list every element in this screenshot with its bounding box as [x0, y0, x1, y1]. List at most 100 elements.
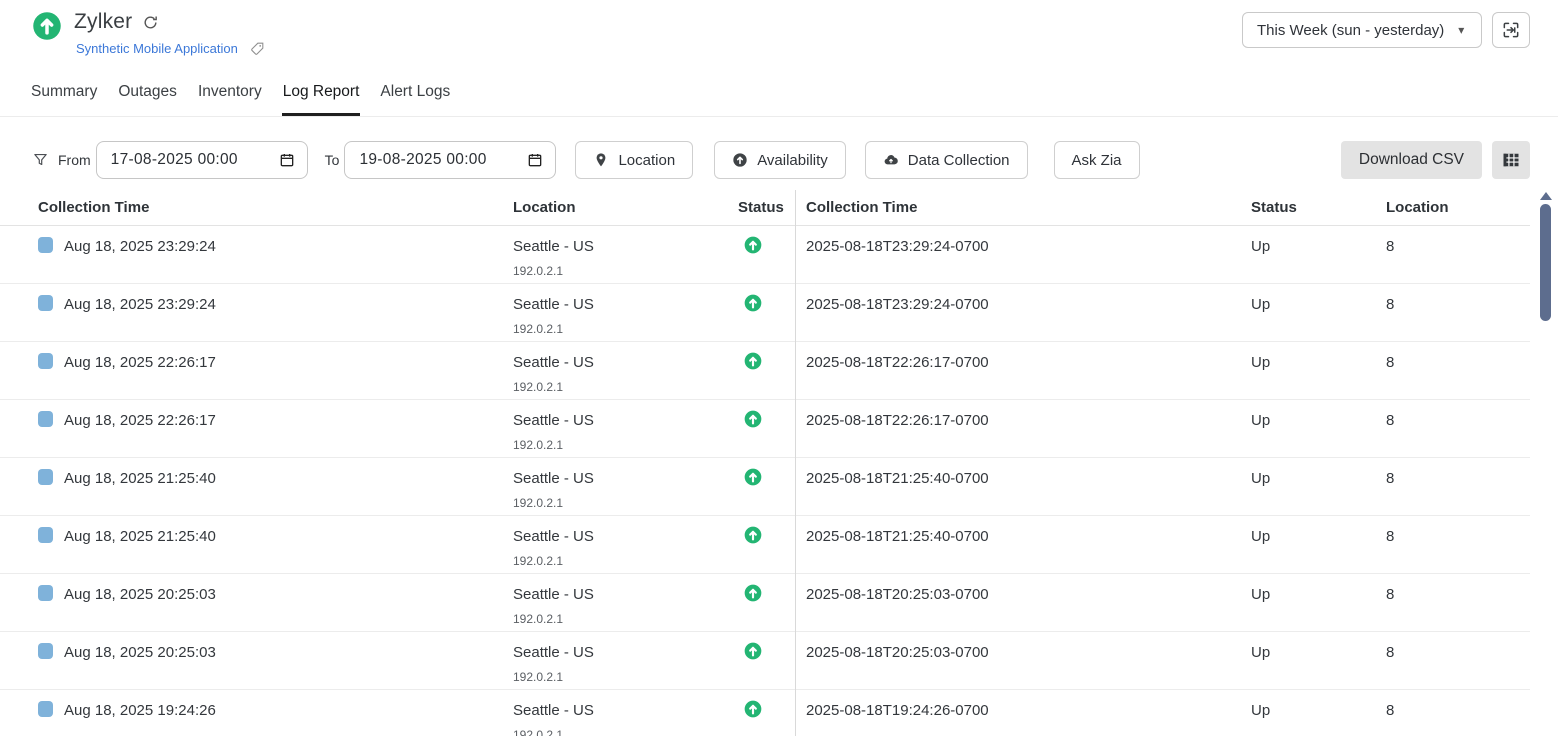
- row-checkbox[interactable]: [38, 411, 53, 427]
- log-row-left: Aug 18, 2025 22:26:17 Seattle - US 192.0.2…: [0, 342, 795, 400]
- column-settings-button[interactable]: [1492, 141, 1530, 179]
- location-count: 8: [1386, 528, 1395, 545]
- log-row-right: 2025-08-18T22:26:17-0700 Up 8: [796, 342, 1530, 400]
- download-csv-button[interactable]: Download CSV: [1340, 141, 1482, 179]
- header-collection-time: Collection Time: [38, 199, 150, 216]
- location-name: Seattle - US: [513, 238, 594, 255]
- row-checkbox[interactable]: [38, 527, 53, 543]
- monitor-status-up-icon: [32, 11, 62, 41]
- availability-filter-button[interactable]: Availability: [714, 141, 846, 179]
- tab-alert-logs[interactable]: Alert Logs: [380, 83, 451, 100]
- tag-icon[interactable]: [250, 41, 265, 56]
- location-ip: 192.0.2.1: [513, 496, 564, 510]
- data-collection-filter-button[interactable]: Data Collection: [864, 141, 1028, 179]
- iso-collection-time: 2025-08-18T23:29:24-0700: [806, 296, 989, 313]
- status-up-icon: [743, 525, 763, 545]
- log-row-left: Aug 18, 2025 20:25:03 Seattle - US 192.0.2…: [0, 574, 795, 632]
- collection-time: Aug 18, 2025 19:24:26: [64, 702, 216, 719]
- log-table-left-pane: Collection Time Location Status Aug 18, …: [0, 190, 796, 736]
- to-label: To: [324, 152, 340, 168]
- period-selector[interactable]: This Week (sun - yesterday) ▾: [1242, 12, 1482, 48]
- row-checkbox[interactable]: [38, 585, 53, 601]
- from-label: From: [58, 152, 91, 168]
- log-row-left: Aug 18, 2025 21:25:40 Seattle - US 192.0.2…: [0, 458, 795, 516]
- status-text: Up: [1251, 354, 1271, 371]
- from-date-value: 17-08-2025 00:00: [110, 151, 238, 168]
- filter-icon[interactable]: [32, 151, 49, 168]
- location-count: 8: [1386, 644, 1395, 661]
- status-up-icon: [743, 699, 763, 719]
- location-count: 8: [1386, 238, 1395, 255]
- iso-collection-time: 2025-08-18T23:29:24-0700: [806, 238, 989, 255]
- monitor-type-link[interactable]: Synthetic Mobile Application: [76, 41, 238, 56]
- iso-collection-time: 2025-08-18T20:25:03-0700: [806, 586, 989, 603]
- collection-time: Aug 18, 2025 20:25:03: [64, 586, 216, 603]
- tab-log-report[interactable]: Log Report: [281, 83, 361, 116]
- ask-zia-button[interactable]: Ask Zia: [1053, 141, 1140, 179]
- location-count: 8: [1386, 412, 1395, 429]
- scrollbar-thumb[interactable]: [1540, 204, 1551, 321]
- log-row-left: Aug 18, 2025 21:25:40 Seattle - US 192.0.2…: [0, 516, 795, 574]
- location-name: Seattle - US: [513, 644, 594, 661]
- cloud-upload-icon: [884, 155, 898, 165]
- row-checkbox[interactable]: [38, 643, 53, 659]
- log-row-left: Aug 18, 2025 22:26:17 Seattle - US 192.0.2…: [0, 400, 795, 458]
- location-ip: 192.0.2.1: [513, 612, 564, 626]
- location-name: Seattle - US: [513, 470, 594, 487]
- location-count: 8: [1386, 354, 1395, 371]
- tab-outages[interactable]: Outages: [118, 83, 177, 100]
- log-row-right: 2025-08-18T23:29:24-0700 Up 8: [796, 284, 1530, 342]
- status-up-icon: [743, 641, 763, 661]
- location-ip: 192.0.2.1: [513, 264, 564, 278]
- iso-collection-time: 2025-08-18T22:26:17-0700: [806, 354, 989, 371]
- right-table-body: 2025-08-18T23:29:24-0700 Up 8 2025-08-18T23…: [796, 226, 1530, 736]
- iso-collection-time: 2025-08-18T22:26:17-0700: [806, 412, 989, 429]
- location-filter-button[interactable]: Location: [575, 141, 694, 179]
- header-status: Status: [738, 199, 784, 216]
- refresh-icon[interactable]: [142, 14, 159, 31]
- iso-collection-time: 2025-08-18T20:25:03-0700: [806, 644, 989, 661]
- log-row-left: Aug 18, 2025 23:29:24 Seattle - US 192.0.2…: [0, 284, 795, 342]
- row-checkbox[interactable]: [38, 469, 53, 485]
- status-text: Up: [1251, 586, 1271, 603]
- location-name: Seattle - US: [513, 528, 594, 545]
- filter-bar: From 17-08-2025 00:00 To 19-08-2025 00:0…: [0, 117, 1558, 190]
- right-table-header: Collection Time Status Location: [796, 190, 1530, 226]
- header-status: Status: [1251, 199, 1297, 216]
- header-collection-time: Collection Time: [806, 199, 918, 216]
- row-checkbox[interactable]: [38, 353, 53, 369]
- row-checkbox[interactable]: [38, 701, 53, 717]
- status-text: Up: [1251, 470, 1271, 487]
- location-ip: 192.0.2.1: [513, 322, 564, 336]
- collection-time: Aug 18, 2025 23:29:24: [64, 238, 216, 255]
- log-row-right: 2025-08-18T20:25:03-0700 Up 8: [796, 574, 1530, 632]
- log-row-right: 2025-08-18T21:25:40-0700 Up 8: [796, 516, 1530, 574]
- iso-collection-time: 2025-08-18T19:24:26-0700: [806, 702, 989, 719]
- location-ip: 192.0.2.1: [513, 554, 564, 568]
- location-count: 8: [1386, 296, 1395, 313]
- row-checkbox[interactable]: [38, 295, 53, 311]
- iso-collection-time: 2025-08-18T21:25:40-0700: [806, 470, 989, 487]
- status-up-icon: [743, 351, 763, 371]
- vertical-scrollbar[interactable]: [1540, 190, 1552, 736]
- location-ip: 192.0.2.1: [513, 728, 564, 736]
- to-date-input[interactable]: 19-08-2025 00:00: [344, 141, 557, 179]
- open-in-kiosk-button[interactable]: [1492, 12, 1530, 48]
- calendar-icon[interactable]: [527, 152, 543, 168]
- calendar-icon[interactable]: [279, 152, 295, 168]
- tab-summary[interactable]: Summary: [31, 83, 98, 100]
- collection-time: Aug 18, 2025 23:29:24: [64, 296, 216, 313]
- location-name: Seattle - US: [513, 296, 594, 313]
- log-row-left: Aug 18, 2025 20:25:03 Seattle - US 192.0.2…: [0, 632, 795, 690]
- status-text: Up: [1251, 412, 1271, 429]
- tab-inventory[interactable]: Inventory: [197, 83, 262, 100]
- status-up-icon: [743, 583, 763, 603]
- from-date-input[interactable]: 17-08-2025 00:00: [95, 141, 308, 179]
- log-row-right: 2025-08-18T21:25:40-0700 Up 8: [796, 458, 1530, 516]
- row-checkbox[interactable]: [38, 237, 53, 253]
- status-up-icon: [743, 235, 763, 255]
- scroll-up-arrow-icon[interactable]: [1540, 192, 1552, 200]
- status-text: Up: [1251, 238, 1271, 255]
- chevron-down-icon: ▾: [1458, 23, 1465, 37]
- location-name: Seattle - US: [513, 354, 594, 371]
